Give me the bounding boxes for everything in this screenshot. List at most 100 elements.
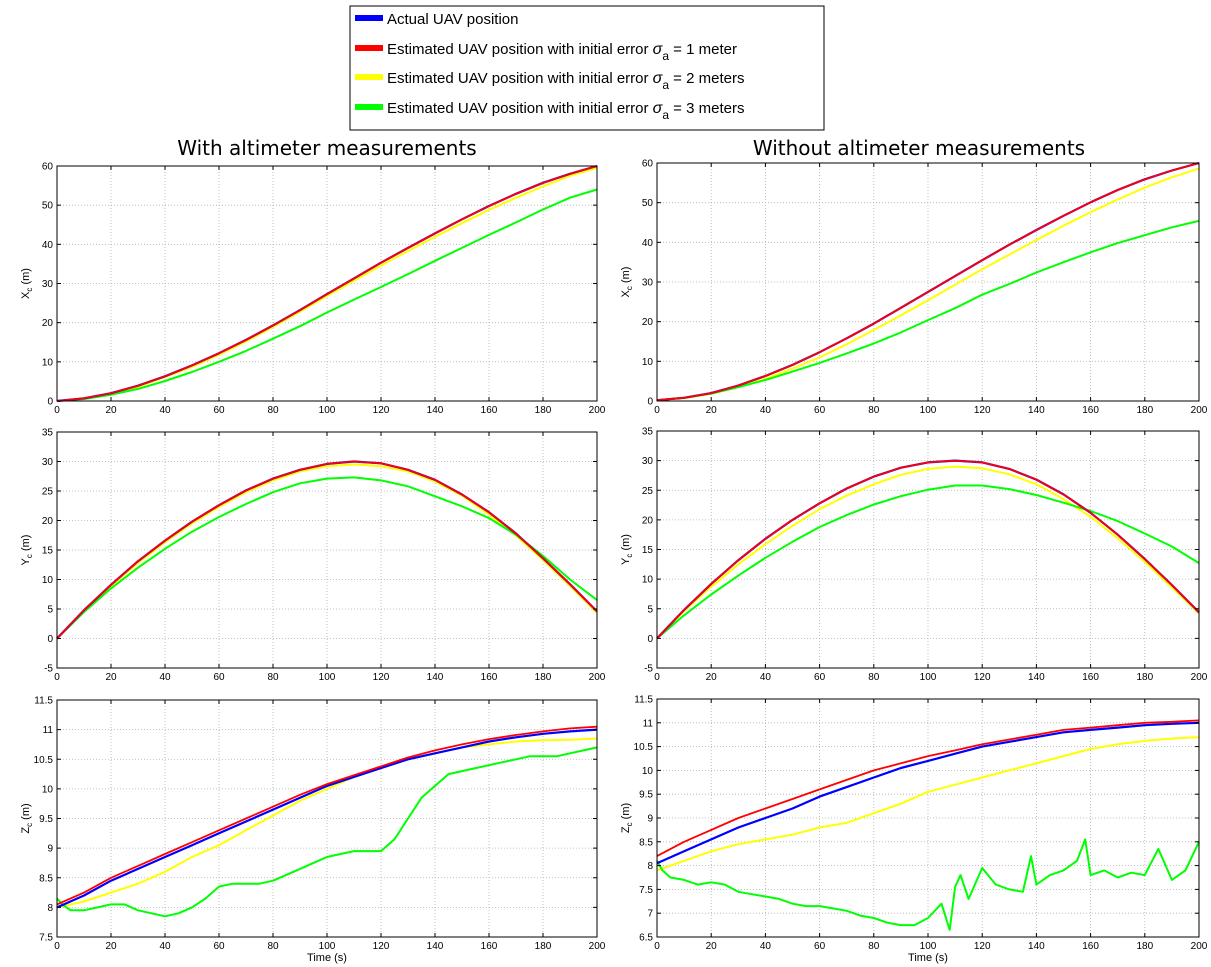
x-tick-label: 140 xyxy=(427,672,444,683)
y-tick-label: 8.5 xyxy=(639,837,653,848)
y-tick-label: 10 xyxy=(42,575,54,586)
x-tick-label: 100 xyxy=(920,672,937,683)
legend-box xyxy=(349,5,825,131)
y-axis-label-unit: (m) xyxy=(620,267,632,287)
x-tick-label: 40 xyxy=(760,672,772,683)
sigma-symbol: σ xyxy=(653,70,664,87)
y-tick-label: 5 xyxy=(647,604,653,615)
x-tick-label: 40 xyxy=(760,405,772,416)
y-axis-label: Xc (m) xyxy=(20,268,34,299)
x-tick-label: 100 xyxy=(920,405,937,416)
x-tick-label: 60 xyxy=(814,672,826,683)
x-axis-label: Time (s) xyxy=(908,952,948,964)
y-axis-label: Zc (m) xyxy=(620,803,634,833)
legend-text-sigma3: Estimated UAV position with initial erro… xyxy=(387,100,744,122)
x-tick-label: 80 xyxy=(267,672,279,683)
legend: Actual UAV position Estimated UAV positi… xyxy=(349,5,825,131)
y-axis-label-main: Y xyxy=(20,557,32,565)
y-tick-label: 10 xyxy=(642,357,654,368)
x-tick-label: 80 xyxy=(267,941,279,952)
legend-text-sigma2: Estimated UAV position with initial erro… xyxy=(387,70,744,92)
x-tick-label: 140 xyxy=(427,941,444,952)
x-tick-label: 20 xyxy=(706,672,718,683)
y-tick-label: 20 xyxy=(42,516,54,527)
y-tick-label: 30 xyxy=(42,457,54,468)
y-axis-label-unit: (m) xyxy=(620,534,632,554)
x-tick-label: 160 xyxy=(481,941,498,952)
series-sigma2-line xyxy=(656,736,1200,872)
y-axis-label-main: Z xyxy=(20,827,32,834)
x-tick-label: 120 xyxy=(373,672,390,683)
x-tick-label: 180 xyxy=(1136,405,1153,416)
x-tick-label: 20 xyxy=(105,405,117,416)
y-tick-label: 10 xyxy=(642,766,654,777)
x-tick-label: 200 xyxy=(1191,672,1208,683)
y-tick-label: 11 xyxy=(43,725,54,736)
y-axis-label-sub: c xyxy=(625,286,634,290)
series-sigma3-line xyxy=(656,219,1200,402)
legend-entry-actual: Actual UAV position xyxy=(355,11,518,28)
series-sigma1-line xyxy=(656,459,1200,640)
x-tick-label: 20 xyxy=(105,672,117,683)
legend-text-sigma2-unit: = 2 meters xyxy=(669,70,744,87)
y-tick-label: 10.5 xyxy=(634,742,654,753)
y-tick-label: 20 xyxy=(642,515,654,526)
series-sigma1-line xyxy=(56,165,598,402)
x-tick-label: 180 xyxy=(535,941,552,952)
y-tick-label: 0 xyxy=(47,634,53,645)
legend-text-actual: Actual UAV position xyxy=(387,11,518,28)
x-tick-label: 20 xyxy=(706,941,718,952)
column-title-with-altimeter: With altimeter measurements xyxy=(177,136,476,160)
x-tick-label: 120 xyxy=(974,405,991,416)
y-tick-label: 9.5 xyxy=(39,814,53,825)
legend-text-sigma3-sub: a xyxy=(662,108,669,122)
y-tick-label: 7 xyxy=(647,909,653,920)
y-tick-label: 0 xyxy=(647,634,653,645)
x-tick-label: 180 xyxy=(535,672,552,683)
plot-yc-with-altimeter: 0 20 40 60 80 100 120 140 160 180 200-505101520253… xyxy=(20,428,606,684)
y-tick-label: 9 xyxy=(647,814,653,825)
y-axis-label: Xc (m) xyxy=(620,267,634,298)
y-tick-label: -5 xyxy=(644,664,653,675)
y-axis-label-sub: c xyxy=(25,288,34,292)
y-axis-label-unit: (m) xyxy=(20,268,32,288)
x-tick-label: 120 xyxy=(373,941,390,952)
sigma-symbol: σ xyxy=(653,41,664,58)
x-tick-label: 0 xyxy=(654,405,660,416)
x-tick-label: 0 xyxy=(654,941,660,952)
plot-zc-with-altimeter: 0 20 40 60 80 100 120 140 160 180 200 7.5 8 8.5 9 9.5 10… xyxy=(20,696,606,965)
y-axis-label: Yc (m) xyxy=(620,534,634,565)
y-tick-label: 25 xyxy=(42,487,54,498)
x-tick-label: 40 xyxy=(159,941,171,952)
y-axis-label-sub: c xyxy=(25,554,34,558)
x-tick-label: 60 xyxy=(213,405,225,416)
series-sigma2-line xyxy=(656,465,1200,640)
y-tick-label: 11.5 xyxy=(634,695,653,706)
x-tick-label: 80 xyxy=(868,941,880,952)
x-tick-label: 100 xyxy=(319,941,336,952)
y-tick-label: 8 xyxy=(47,903,53,914)
y-tick-label: 9 xyxy=(47,844,53,855)
x-tick-label: 180 xyxy=(1136,941,1153,952)
y-tick-label: 0 xyxy=(647,397,653,408)
y-tick-label: 20 xyxy=(42,318,54,329)
y-tick-label: 50 xyxy=(42,201,54,212)
x-tick-label: 160 xyxy=(481,405,498,416)
x-tick-label: 160 xyxy=(1082,672,1099,683)
y-axis-label-unit: (m) xyxy=(620,803,632,823)
x-tick-label: 60 xyxy=(814,941,826,952)
x-tick-label: 140 xyxy=(1028,405,1045,416)
x-tick-label: 180 xyxy=(535,405,552,416)
plot-zc-without-altimeter: 0 20 40 60 80 100 120 140 160 180 200 6.5 7 7.5 8 8.5 9 9… xyxy=(620,695,1208,965)
x-tick-label: 40 xyxy=(159,672,171,683)
x-tick-label: 120 xyxy=(974,672,991,683)
series-sigma1-line xyxy=(56,460,598,640)
x-tick-label: 120 xyxy=(373,405,390,416)
x-tick-label: 120 xyxy=(974,941,991,952)
x-tick-label: 200 xyxy=(589,405,606,416)
legend-text-sigma1: Estimated UAV position with initial erro… xyxy=(387,41,737,63)
series-sigma1-line xyxy=(56,725,598,906)
y-tick-label: 35 xyxy=(42,428,54,439)
x-tick-label: 0 xyxy=(54,672,60,683)
